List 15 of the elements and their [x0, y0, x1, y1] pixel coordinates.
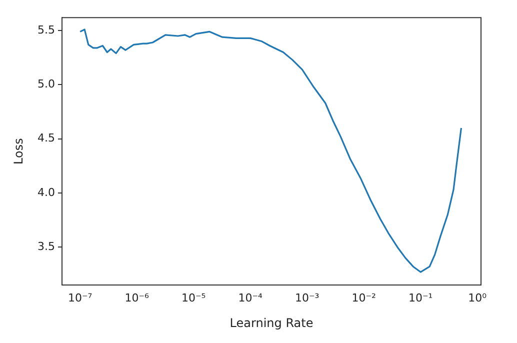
- x-tick-label: 10⁰: [468, 291, 488, 304]
- x-tick-label: 10⁻⁶: [124, 291, 150, 304]
- x-tick-label: 10⁻³: [294, 291, 320, 304]
- y-tick-label: 5.0: [38, 78, 55, 91]
- y-tick-label: 5.5: [38, 23, 55, 36]
- x-tick-label: 10⁻⁵: [181, 291, 206, 304]
- x-tick-label: 10⁻²: [352, 291, 376, 304]
- y-tick-label: 4.5: [38, 132, 55, 145]
- x-tick-label: 10⁻⁷: [68, 291, 92, 304]
- y-axis-title: Loss: [11, 138, 26, 164]
- y-tick-label: 3.5: [38, 240, 55, 253]
- x-axis-title: Learning Rate: [230, 316, 314, 330]
- y-tick-label: 4.0: [38, 186, 55, 199]
- x-tick-label: 10⁻⁴: [238, 291, 264, 304]
- x-tick-label: 10⁻¹: [408, 291, 433, 304]
